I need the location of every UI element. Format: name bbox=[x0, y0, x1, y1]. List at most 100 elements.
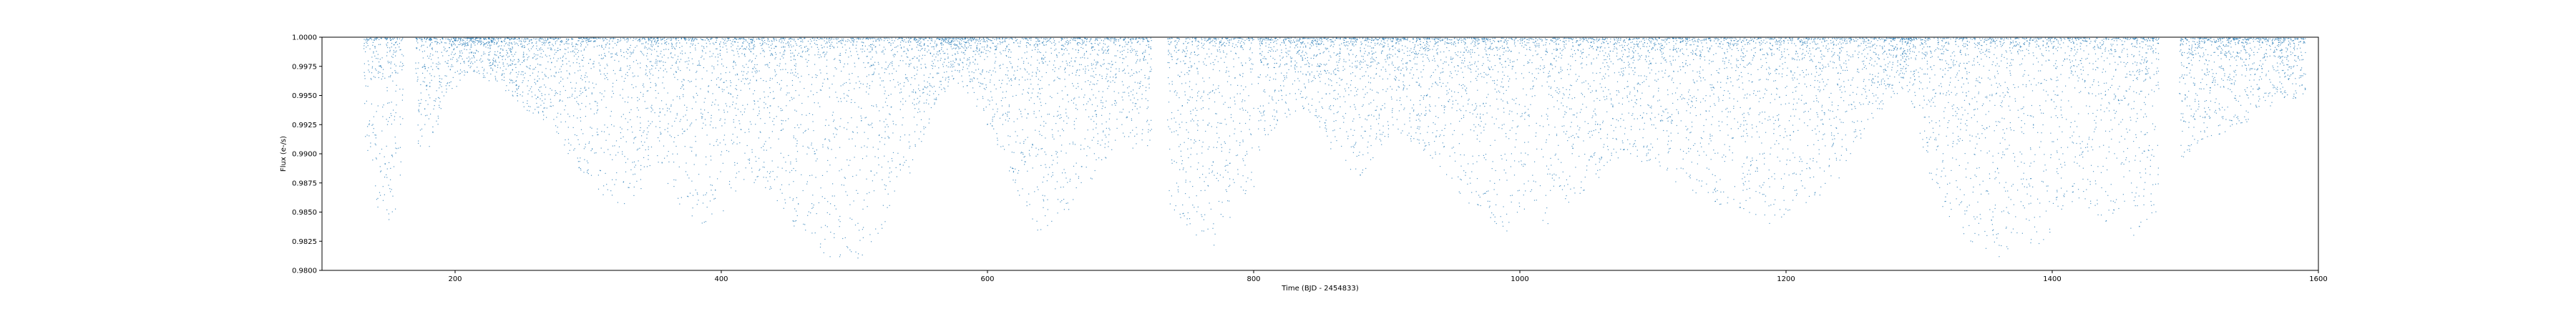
data-point bbox=[1023, 141, 1025, 142]
data-point bbox=[401, 69, 403, 71]
data-point bbox=[757, 114, 758, 117]
data-point bbox=[869, 85, 871, 87]
data-point bbox=[487, 47, 489, 49]
data-point bbox=[587, 39, 589, 41]
data-point bbox=[760, 132, 761, 133]
data-point bbox=[555, 125, 557, 127]
data-point bbox=[814, 153, 816, 154]
data-point bbox=[449, 82, 450, 84]
data-point bbox=[965, 37, 967, 39]
data-point bbox=[1038, 38, 1040, 39]
data-point bbox=[527, 85, 528, 87]
data-point bbox=[864, 67, 866, 68]
data-point bbox=[510, 80, 512, 82]
data-point bbox=[972, 87, 974, 89]
data-point bbox=[962, 62, 964, 64]
data-point bbox=[744, 132, 746, 133]
data-point bbox=[620, 55, 623, 57]
data-point bbox=[591, 37, 592, 39]
data-point bbox=[1043, 44, 1044, 46]
data-point bbox=[402, 37, 404, 39]
data-point bbox=[933, 93, 935, 94]
data-point bbox=[769, 50, 771, 52]
data-point bbox=[993, 116, 995, 117]
data-point bbox=[475, 40, 477, 41]
data-point bbox=[431, 48, 432, 49]
data-point bbox=[753, 46, 754, 48]
data-point bbox=[1063, 199, 1065, 200]
data-point bbox=[396, 84, 397, 86]
data-point bbox=[1133, 49, 1135, 50]
data-point bbox=[738, 38, 740, 39]
data-point bbox=[824, 124, 826, 127]
data-point bbox=[537, 49, 539, 51]
data-point bbox=[402, 63, 404, 64]
data-point bbox=[733, 119, 734, 120]
data-point bbox=[735, 74, 736, 76]
data-point bbox=[887, 37, 889, 39]
data-point bbox=[390, 167, 391, 169]
data-point bbox=[372, 44, 374, 46]
data-point bbox=[726, 80, 727, 82]
data-point bbox=[749, 43, 751, 44]
data-point bbox=[526, 66, 527, 67]
data-point bbox=[1000, 87, 1001, 88]
data-point bbox=[1143, 58, 1144, 59]
data-point bbox=[1061, 200, 1063, 202]
data-point bbox=[982, 38, 984, 39]
data-point bbox=[813, 94, 814, 95]
data-point bbox=[552, 45, 554, 46]
data-point bbox=[478, 41, 479, 43]
data-point bbox=[532, 57, 534, 59]
data-point bbox=[555, 52, 557, 53]
data-point bbox=[940, 42, 942, 44]
data-point bbox=[985, 53, 987, 54]
data-point bbox=[776, 64, 778, 66]
data-point bbox=[826, 66, 827, 67]
data-point bbox=[690, 38, 691, 39]
data-point bbox=[839, 40, 841, 41]
data-point bbox=[623, 81, 625, 82]
data-point bbox=[593, 41, 595, 42]
data-point bbox=[787, 72, 789, 74]
data-point bbox=[543, 114, 545, 116]
data-point bbox=[711, 185, 713, 186]
data-point bbox=[1048, 84, 1050, 86]
data-point bbox=[654, 41, 655, 43]
data-point bbox=[1030, 37, 1032, 39]
data-point bbox=[436, 42, 438, 44]
data-point bbox=[593, 46, 595, 48]
data-point bbox=[493, 60, 494, 62]
data-point bbox=[619, 69, 620, 72]
data-point bbox=[836, 46, 839, 48]
data-point bbox=[1077, 109, 1078, 110]
data-point bbox=[1147, 119, 1148, 121]
data-point bbox=[1103, 59, 1105, 61]
data-point bbox=[905, 41, 907, 43]
data-point bbox=[725, 144, 726, 145]
data-point bbox=[734, 162, 736, 163]
data-point bbox=[487, 44, 489, 46]
data-point bbox=[696, 204, 698, 205]
data-point bbox=[879, 38, 881, 39]
data-point bbox=[688, 39, 689, 41]
data-point bbox=[1054, 79, 1055, 81]
data-point bbox=[950, 61, 952, 62]
data-point bbox=[482, 67, 483, 68]
data-point bbox=[536, 41, 537, 43]
data-point bbox=[784, 39, 785, 41]
data-point bbox=[1006, 46, 1008, 48]
data-point bbox=[1107, 81, 1108, 82]
data-point bbox=[620, 38, 621, 39]
data-point bbox=[982, 98, 984, 99]
data-point bbox=[512, 82, 513, 84]
data-point bbox=[658, 115, 660, 117]
data-point bbox=[1005, 55, 1007, 57]
data-point bbox=[697, 94, 698, 96]
data-point bbox=[744, 152, 746, 154]
data-point bbox=[701, 222, 703, 224]
data-point bbox=[429, 40, 431, 41]
data-point bbox=[916, 41, 917, 43]
data-point bbox=[758, 137, 759, 139]
data-point bbox=[1053, 116, 1055, 117]
